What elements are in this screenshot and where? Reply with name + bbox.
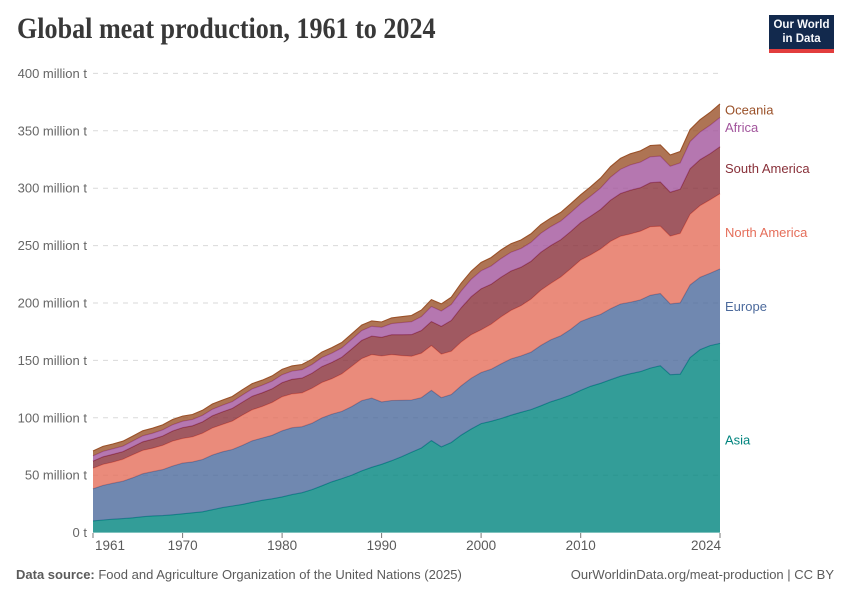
svg-text:Europe: Europe <box>725 299 767 314</box>
svg-text:100 million t: 100 million t <box>18 410 88 425</box>
svg-text:0 t: 0 t <box>73 525 88 540</box>
svg-text:1961: 1961 <box>95 538 125 553</box>
svg-text:50 million t: 50 million t <box>25 468 88 483</box>
svg-text:1970: 1970 <box>168 538 198 553</box>
svg-text:250 million t: 250 million t <box>18 238 88 253</box>
svg-text:1980: 1980 <box>267 538 297 553</box>
svg-text:1990: 1990 <box>367 538 397 553</box>
svg-text:200 million t: 200 million t <box>18 296 88 311</box>
svg-text:150 million t: 150 million t <box>18 353 88 368</box>
svg-text:North America: North America <box>725 225 808 240</box>
svg-text:Africa: Africa <box>725 120 759 135</box>
svg-text:2000: 2000 <box>466 538 496 553</box>
svg-text:2024: 2024 <box>691 538 722 553</box>
svg-text:South America: South America <box>725 161 810 176</box>
svg-text:350 million t: 350 million t <box>18 123 88 138</box>
svg-text:2010: 2010 <box>566 538 596 553</box>
svg-text:Oceania: Oceania <box>725 103 774 118</box>
svg-text:400 million t: 400 million t <box>18 66 88 81</box>
svg-text:Asia: Asia <box>725 433 751 448</box>
svg-text:300 million t: 300 million t <box>18 181 88 196</box>
